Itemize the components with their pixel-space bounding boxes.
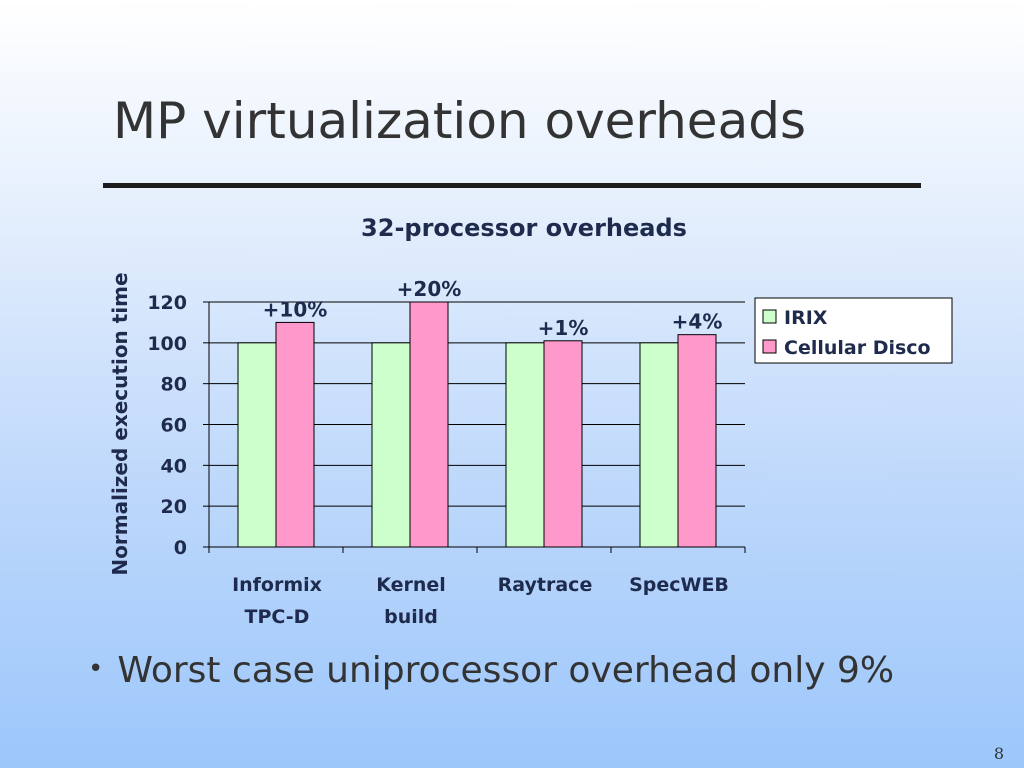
legend-box <box>754 297 953 364</box>
bar-cellular-disco <box>543 340 583 548</box>
bar-irix <box>237 342 277 548</box>
title-divider <box>103 183 921 188</box>
y-tick-label: 120 <box>147 292 187 314</box>
data-label: +1% <box>538 316 589 340</box>
x-category-label: Kernel <box>376 574 446 596</box>
y-tick-label: 100 <box>147 333 187 355</box>
x-category-label: Raytrace <box>498 574 593 596</box>
bar-irix <box>639 342 679 548</box>
bullet-item: • Worst case uniprocessor overhead only 9… <box>88 650 894 691</box>
bar-irix <box>371 342 411 548</box>
y-tick-label: 40 <box>161 455 187 477</box>
bar-cellular-disco <box>275 321 315 548</box>
y-tick-label: 80 <box>161 374 187 396</box>
data-label: +4% <box>672 310 723 334</box>
y-tick-label: 60 <box>161 415 187 437</box>
x-category-label: SpecWEB <box>629 574 729 596</box>
bar-cellular-disco <box>409 301 449 548</box>
y-axis-label: Normalized execution time <box>108 272 132 575</box>
data-label: +10% <box>263 297 328 321</box>
bar-irix <box>505 342 545 548</box>
y-tick-label: 20 <box>161 496 187 518</box>
legend-label: Cellular Disco <box>784 337 931 359</box>
x-category-label: TPC-D <box>245 606 310 628</box>
chart-title: 32-processor overheads <box>361 214 687 242</box>
legend-swatch <box>762 339 777 354</box>
x-category-label: Informix <box>232 574 322 596</box>
legend-swatch <box>762 309 777 324</box>
page-number: 8 <box>993 744 1004 763</box>
data-label: +20% <box>397 277 462 301</box>
y-tick-label: 0 <box>174 537 187 559</box>
bullet-icon: • <box>88 654 104 684</box>
bullet-text: Worst case uniprocessor overhead only 9% <box>117 650 895 691</box>
slide-title: MP virtualization overheads <box>113 92 806 150</box>
bar-cellular-disco <box>677 334 717 548</box>
x-category-label: build <box>384 606 438 628</box>
legend-label: IRIX <box>784 307 828 329</box>
